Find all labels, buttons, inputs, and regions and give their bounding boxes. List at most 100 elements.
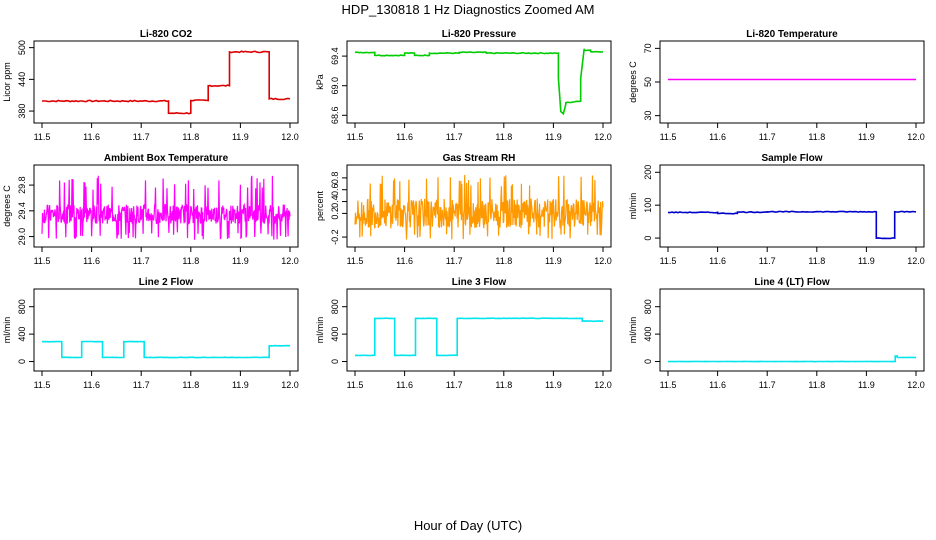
x-tick-label: 11.8 <box>182 132 199 142</box>
x-tick-label: 11.9 <box>858 380 875 390</box>
chart-panel: Line 4 (LT) Flow ml/min 11.5 11.6 11.7 11.8 11… <box>628 277 925 390</box>
chart-panel: Line 3 Flow ml/min 11.5 11.6 11.7 11.8 11.9 12.… <box>315 277 612 390</box>
plot-frame <box>346 164 612 248</box>
y-tick-label: 800 <box>17 299 27 314</box>
x-tick-label: 11.7 <box>133 380 150 390</box>
x-tick-label: 11.5 <box>347 380 364 390</box>
chart-panel: Li-820 Pressure kPa 11.5 11.6 11.7 11.8 11.9 12… <box>315 29 612 142</box>
chart-panel: Ambient Box Temperature degrees C 11.5 11.6… <box>2 153 299 266</box>
panel-title: Li-820 CO2 <box>140 29 193 40</box>
plot-frame <box>659 288 925 372</box>
x-tick-label: 11.9 <box>545 380 562 390</box>
x-tick-label: 12.0 <box>907 132 925 142</box>
series-line <box>354 48 604 116</box>
main-title: HDP_130818 1 Hz Diagnostics Zoomed AM <box>341 2 595 17</box>
y-tick-label: 0.4 <box>330 195 340 208</box>
x-tick-label: 11.7 <box>133 256 150 266</box>
y-tick-label: 69.4 <box>330 47 340 65</box>
plot-frame <box>33 164 299 248</box>
plot-frame <box>659 164 925 248</box>
x-tick-label: 11.5 <box>660 132 677 142</box>
y-axis-label: percent <box>315 190 325 221</box>
y-tick-label: 69.0 <box>330 77 340 95</box>
plot-frame <box>659 40 925 124</box>
x-axis-label: Hour of Day (UTC) <box>413 518 523 533</box>
x-tick-label: 11.8 <box>808 380 825 390</box>
series-line <box>42 50 291 115</box>
x-tick-label: 11.6 <box>396 132 413 142</box>
x-tick-label: 11.7 <box>446 132 463 142</box>
x-tick-label: 11.6 <box>396 380 413 390</box>
panel-title: Gas Stream RH <box>443 153 516 164</box>
x-tick-label: 12.0 <box>281 256 299 266</box>
y-tick-label: 200 <box>643 165 653 180</box>
y-tick-label: 70 <box>643 43 653 53</box>
x-tick-label: 11.5 <box>347 132 364 142</box>
x-tick-label: 11.7 <box>759 132 776 142</box>
y-axis-label: kPa <box>315 74 325 90</box>
x-tick-label: 11.9 <box>545 256 562 266</box>
y-tick-label: 440 <box>17 72 27 87</box>
x-tick-label: 11.7 <box>446 380 463 390</box>
y-tick-label: 50 <box>643 77 653 87</box>
y-tick-label: -0.2 <box>330 229 340 245</box>
y-tick-label: 0 <box>17 359 27 364</box>
y-tick-label: 800 <box>330 299 340 314</box>
x-tick-label: 11.9 <box>232 132 249 142</box>
x-tick-label: 11.5 <box>34 256 51 266</box>
x-tick-label: 11.6 <box>83 380 100 390</box>
x-tick-label: 11.9 <box>232 380 249 390</box>
series-line <box>667 355 917 363</box>
x-tick-label: 11.9 <box>232 256 249 266</box>
x-tick-label: 11.5 <box>347 256 364 266</box>
chart-panel: Li-820 Temperature degrees C 11.5 11.6 11.7 1… <box>628 29 925 142</box>
panel-title: Line 4 (LT) Flow <box>754 277 830 288</box>
x-tick-label: 11.8 <box>808 256 825 266</box>
y-tick-label: 0 <box>643 236 653 241</box>
panel-title: Li-820 Temperature <box>746 29 838 40</box>
y-tick-label: 29.8 <box>17 176 27 194</box>
plot-frame <box>33 40 299 124</box>
y-tick-label: 400 <box>330 327 340 342</box>
series-line <box>667 210 917 240</box>
x-tick-label: 12.0 <box>907 256 925 266</box>
series-line <box>354 317 604 357</box>
y-tick-label: 0.8 <box>330 172 340 185</box>
x-tick-label: 12.0 <box>281 380 299 390</box>
panel-title: Line 2 Flow <box>139 277 194 288</box>
x-tick-label: 11.6 <box>709 132 726 142</box>
series-line <box>354 174 604 240</box>
y-tick-label: 500 <box>17 40 27 55</box>
panel-title: Ambient Box Temperature <box>104 153 229 164</box>
y-tick-label: 0.2 <box>330 207 340 220</box>
y-tick-label: 400 <box>17 327 27 342</box>
y-tick-label: 29.0 <box>17 228 27 246</box>
x-tick-label: 11.8 <box>495 380 512 390</box>
x-tick-label: 11.9 <box>545 132 562 142</box>
x-tick-label: 11.6 <box>83 132 100 142</box>
y-tick-label: 380 <box>17 104 27 119</box>
x-tick-label: 12.0 <box>594 256 612 266</box>
x-tick-label: 11.6 <box>709 380 726 390</box>
y-tick-label: 30 <box>643 111 653 121</box>
y-tick-label: 0 <box>330 359 340 364</box>
y-axis-label: ml/min <box>628 317 638 344</box>
y-axis-label: degrees C <box>2 185 12 227</box>
x-tick-label: 11.5 <box>34 380 51 390</box>
x-tick-label: 12.0 <box>594 380 612 390</box>
y-axis-label: degrees C <box>628 61 638 103</box>
chart-panel: Gas Stream RH percent 11.5 11.6 11.7 11.8 11.9… <box>315 153 612 266</box>
x-tick-label: 11.7 <box>759 256 776 266</box>
panel-title: Line 3 Flow <box>452 277 507 288</box>
chart-panel: Li-820 CO2 Licor ppm 11.5 11.6 11.7 11.8 11.9 1… <box>2 29 299 142</box>
y-tick-label: 400 <box>643 327 653 342</box>
y-tick-label: 68.6 <box>330 107 340 125</box>
y-tick-label: 29.4 <box>17 202 27 220</box>
series-line <box>41 340 291 359</box>
y-axis-label: ml/min <box>628 193 638 220</box>
x-tick-label: 12.0 <box>907 380 925 390</box>
x-tick-label: 11.9 <box>858 132 875 142</box>
x-tick-label: 11.6 <box>709 256 726 266</box>
x-tick-label: 12.0 <box>594 132 612 142</box>
